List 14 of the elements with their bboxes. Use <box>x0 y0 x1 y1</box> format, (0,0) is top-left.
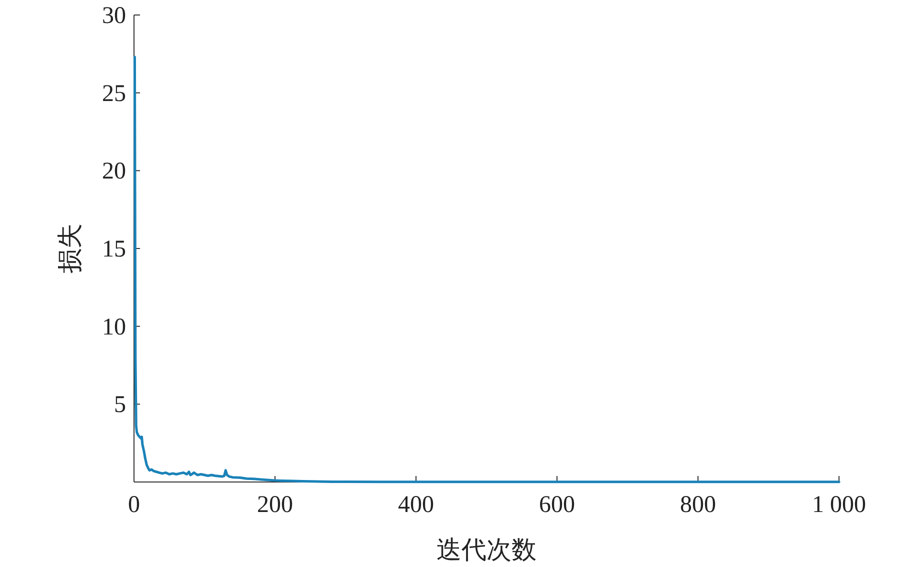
y-tick-label: 10 <box>102 314 126 340</box>
x-axis-title: 迭代次数 <box>436 537 536 564</box>
y-tick-label: 30 <box>102 3 126 29</box>
y-tick-label: 20 <box>102 158 126 185</box>
x-tick-label: 0 <box>128 492 140 518</box>
x-tick-label: 600 <box>539 492 575 518</box>
x-tick-label: 800 <box>680 492 716 518</box>
y-tick-label: 25 <box>102 80 126 107</box>
y-axis-title: 损失 <box>57 224 84 274</box>
y-tick-label: 15 <box>102 236 126 262</box>
x-tick-label: 1 000 <box>812 492 866 518</box>
x-tick-label: 400 <box>398 492 434 518</box>
y-tick-label: 5 <box>114 392 126 418</box>
x-tick-label: 200 <box>257 492 293 518</box>
